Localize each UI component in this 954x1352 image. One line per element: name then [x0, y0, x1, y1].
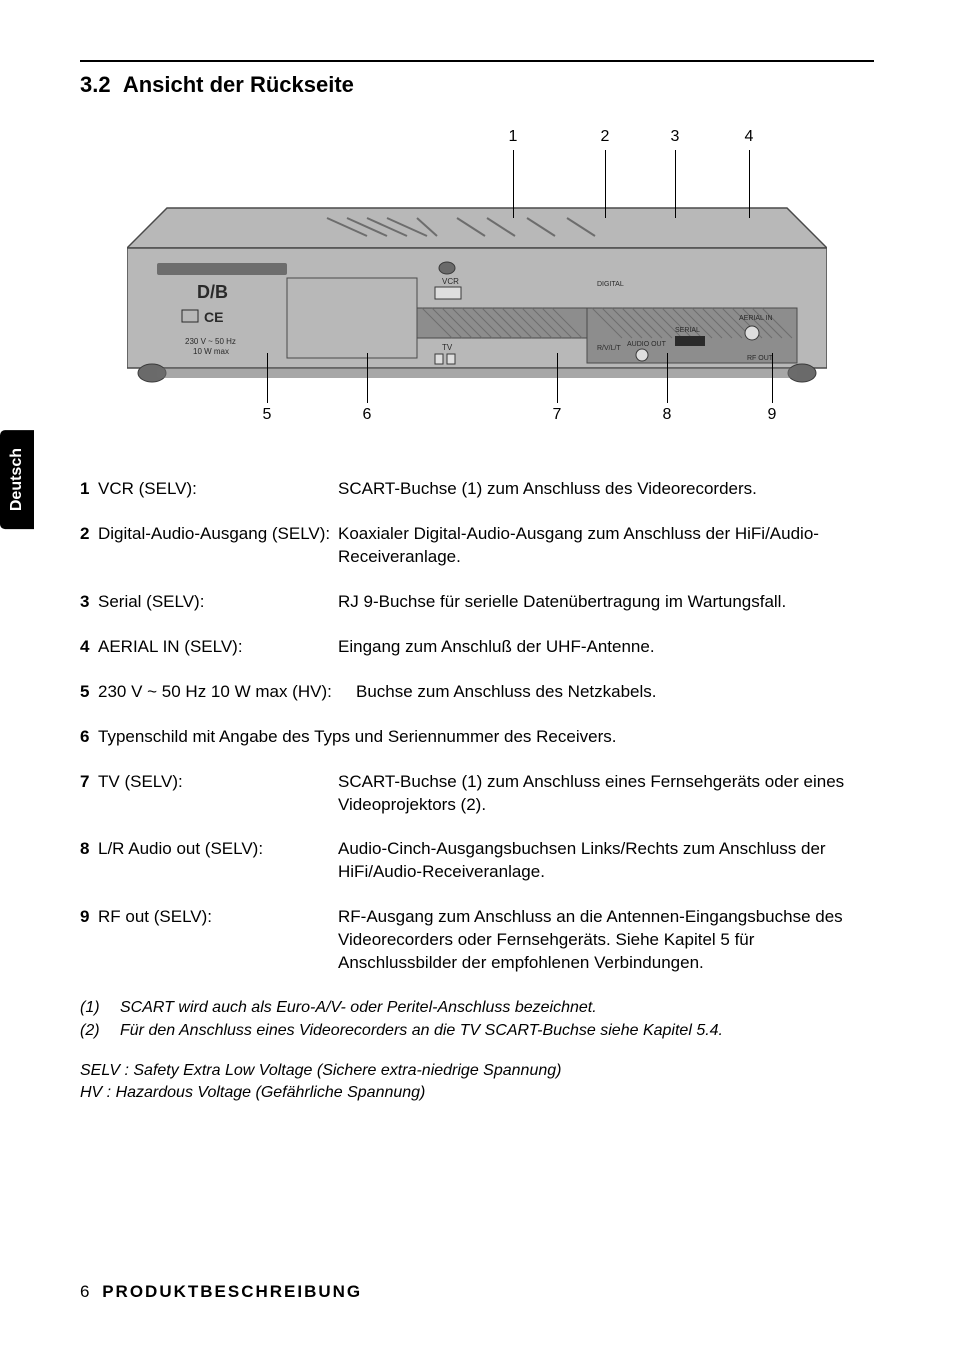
def-desc: SCART-Buchse (1) zum Anschluss des Video… — [338, 478, 874, 501]
def-num: 4 — [80, 636, 98, 659]
legend-line: SELV : Safety Extra Low Voltage (Sichere… — [80, 1060, 874, 1082]
footnotes: (1) SCART wird auch als Euro-A/V- oder P… — [80, 997, 874, 1042]
leader-line — [605, 150, 606, 218]
device-illustration: D/B CE 230 V ~ 50 Hz 10 W max VCR TV — [127, 168, 827, 398]
def-num: 2 — [80, 523, 98, 569]
def-desc: Audio-Cinch-Ausgangsbuchsen Links/Rechts… — [338, 838, 874, 884]
def-desc: SCART-Buchse (1) zum Anschluss eines Fer… — [338, 771, 874, 817]
svg-text:AUDIO OUT: AUDIO OUT — [627, 341, 667, 348]
def-num: 1 — [80, 478, 98, 501]
section-number: 3.2 — [80, 72, 111, 97]
callout-1: 1 — [503, 128, 523, 146]
legend-line: HV : Hazardous Voltage (Gefährliche Span… — [80, 1082, 874, 1104]
svg-text:R/V/L/T: R/V/L/T — [597, 345, 621, 352]
def-term: RF out (SELV): — [98, 906, 338, 975]
def-num: 5 — [80, 681, 98, 704]
leader-line — [772, 353, 773, 403]
def-full-line: Typenschild mit Angabe des Typs und Seri… — [98, 726, 874, 749]
footnote: (2) Für den Anschluss eines Videorecorde… — [80, 1020, 874, 1042]
def-term: L/R Audio out (SELV): — [98, 838, 338, 884]
section-heading: 3.2 Ansicht der Rückseite — [80, 72, 874, 98]
svg-text:VCR: VCR — [442, 277, 459, 286]
definitions-list: 1 VCR (SELV): SCART-Buchse (1) zum Ansch… — [80, 478, 874, 975]
leader-line — [749, 150, 750, 218]
def-row: 3 Serial (SELV): RJ 9-Buchse für seriell… — [80, 591, 874, 614]
def-row: 7 TV (SELV): SCART-Buchse (1) zum Anschl… — [80, 771, 874, 817]
callout-5: 5 — [257, 406, 277, 424]
page-number: 6 — [80, 1282, 89, 1301]
page-footer: 6 PRODUKTBESCHREIBUNG — [80, 1282, 362, 1302]
svg-text:DIGITAL: DIGITAL — [597, 281, 624, 288]
top-rule — [80, 60, 874, 62]
callout-3: 3 — [665, 128, 685, 146]
footer-title: PRODUKTBESCHREIBUNG — [102, 1282, 362, 1301]
svg-text:230 V ~ 50 Hz: 230 V ~ 50 Hz — [185, 337, 236, 346]
leader-line — [557, 353, 558, 403]
def-num: 7 — [80, 771, 98, 817]
footnote-text: SCART wird auch als Euro-A/V- oder Perit… — [120, 997, 597, 1019]
footnote-text: Für den Anschluss eines Videorecorders a… — [120, 1020, 723, 1042]
def-term-text: 230 V ~ 50 Hz 10 W max (HV): — [98, 682, 332, 701]
def-row: 5 230 V ~ 50 Hz 10 W max (HV): Buchse zu… — [80, 681, 874, 704]
def-num: 9 — [80, 906, 98, 975]
def-desc: Eingang zum Anschluß der UHF-Antenne. — [338, 636, 874, 659]
def-term: AERIAL IN (SELV): — [98, 636, 338, 659]
def-term: TV (SELV): — [98, 771, 338, 817]
leader-line — [667, 353, 668, 403]
callout-6: 6 — [357, 406, 377, 424]
leader-line — [367, 353, 368, 403]
def-desc: Buchse zum Anschluss des Netzkabels. — [356, 681, 874, 704]
footnote: (1) SCART wird auch als Euro-A/V- oder P… — [80, 997, 874, 1019]
svg-text:TV: TV — [442, 343, 453, 352]
def-num: 6 — [80, 726, 98, 749]
diagram-top-labels: 1 2 3 4 — [127, 128, 827, 168]
def-desc: Koaxialer Digital-Audio-Ausgang zum Ansc… — [338, 523, 874, 569]
footnote-num: (2) — [80, 1020, 120, 1042]
callout-9: 9 — [762, 406, 782, 424]
section-title-text: Ansicht der Rückseite — [123, 72, 354, 97]
language-tab: Deutsch — [0, 430, 34, 529]
diagram-bottom-labels: 5 6 7 8 9 — [127, 398, 827, 438]
svg-text:AERIAL IN: AERIAL IN — [739, 315, 773, 322]
dvb-text: D/B — [197, 282, 228, 302]
svg-text:SERIAL: SERIAL — [675, 327, 700, 334]
callout-8: 8 — [657, 406, 677, 424]
svg-text:10 W max: 10 W max — [193, 347, 229, 356]
callout-2: 2 — [595, 128, 615, 146]
rear-view-diagram: 1 2 3 4 D/B CE 2 3 — [127, 128, 827, 438]
def-row: 4 AERIAL IN (SELV): Eingang zum Anschluß… — [80, 636, 874, 659]
def-row: 2 Digital-Audio-Ausgang (SELV): Koaxiale… — [80, 523, 874, 569]
svg-text:RF OUT: RF OUT — [747, 355, 774, 362]
def-row: 8 L/R Audio out (SELV): Audio-Cinch-Ausg… — [80, 838, 874, 884]
leader-line — [675, 150, 676, 218]
callout-7: 7 — [547, 406, 567, 424]
def-row: 9 RF out (SELV): RF-Ausgang zum Anschlus… — [80, 906, 874, 975]
def-row: 6 Typenschild mit Angabe des Typs und Se… — [80, 726, 874, 749]
def-term: Serial (SELV): — [98, 591, 338, 614]
leader-line — [513, 150, 514, 218]
def-desc: RJ 9-Buchse für serielle Datenübertragun… — [338, 591, 874, 614]
def-term: 230 V ~ 50 Hz 10 W max (HV): — [98, 681, 356, 704]
callout-4: 4 — [739, 128, 759, 146]
def-desc: RF-Ausgang zum Anschluss an die Antennen… — [338, 906, 874, 975]
leader-line — [267, 353, 268, 403]
def-row: 1 VCR (SELV): SCART-Buchse (1) zum Ansch… — [80, 478, 874, 501]
def-term: Digital-Audio-Ausgang (SELV): — [98, 523, 338, 569]
footnote-num: (1) — [80, 997, 120, 1019]
def-num: 3 — [80, 591, 98, 614]
def-num: 8 — [80, 838, 98, 884]
def-term: VCR (SELV): — [98, 478, 338, 501]
legend: SELV : Safety Extra Low Voltage (Sichere… — [80, 1060, 874, 1105]
ce-text: CE — [204, 309, 223, 325]
